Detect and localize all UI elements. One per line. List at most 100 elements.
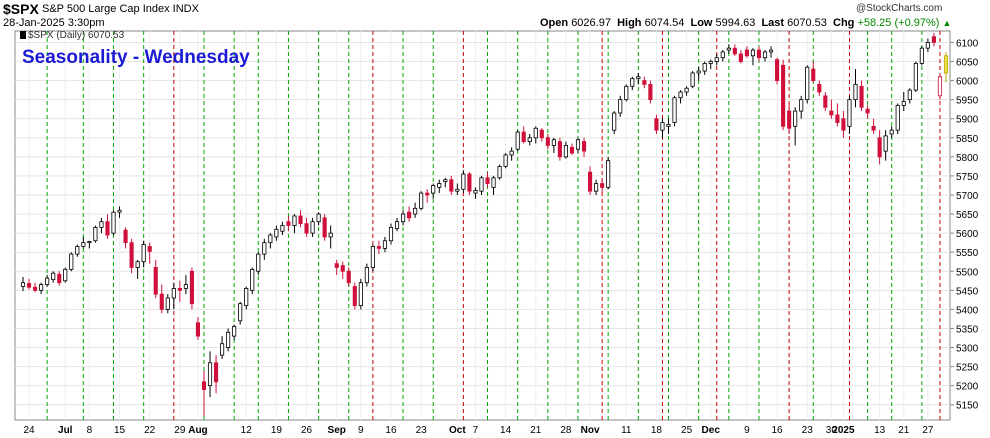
x-tick-label: 30 — [826, 425, 838, 436]
candle-body — [841, 118, 846, 131]
candle-body — [630, 78, 635, 87]
x-tick-label: 29 — [174, 425, 186, 436]
candle-body — [575, 139, 581, 150]
y-tick-label: 6000 — [956, 77, 979, 88]
candle-body — [111, 211, 116, 234]
candle-body — [425, 192, 430, 196]
candle-body — [744, 49, 749, 57]
candle-body — [147, 246, 152, 252]
candle-body — [509, 150, 514, 156]
candle-body — [612, 112, 617, 131]
candle-body — [642, 80, 647, 85]
candle-body — [81, 242, 86, 247]
candle-body — [189, 270, 194, 305]
open-label: Open — [540, 17, 569, 29]
y-tick-label: 5300 — [956, 344, 979, 355]
candle-body — [250, 268, 255, 291]
y-tick-label: 5800 — [956, 153, 979, 164]
candle-body — [316, 213, 321, 223]
x-tick-label: 19 — [271, 425, 283, 436]
candle-body — [153, 267, 158, 295]
candle-body — [702, 63, 707, 72]
candle-body — [913, 63, 918, 91]
candle-body — [437, 183, 442, 188]
candle-body — [328, 232, 333, 238]
chg-label: Chg — [833, 17, 855, 29]
candle-body — [292, 215, 297, 226]
x-tick-label: Jul — [58, 425, 73, 436]
candle-body — [388, 227, 394, 242]
candle-body — [473, 190, 478, 194]
x-tick-label: 21 — [898, 425, 910, 436]
candle-body — [503, 154, 508, 167]
low-value: 5994.63 — [715, 17, 756, 29]
candle-body — [781, 64, 786, 127]
x-tick-label: 14 — [500, 425, 512, 436]
candle-body — [455, 188, 460, 192]
y-tick-label: 5350 — [956, 324, 979, 335]
candle-body — [183, 284, 188, 289]
y-tick-label: 6100 — [956, 38, 979, 49]
candle-body — [177, 288, 182, 291]
high-label: High — [617, 17, 642, 29]
x-tick-label: Dec — [702, 425, 721, 436]
candle-body — [859, 85, 864, 108]
candle-body — [93, 227, 98, 242]
timestamp: 28-Jan-2025 3:30pm — [3, 17, 105, 29]
symbol-description: S&P 500 Large Cap Index INDX — [42, 3, 199, 15]
x-tick-label: 21 — [530, 425, 542, 436]
y-tick-label: 5550 — [956, 248, 979, 259]
candle-body — [678, 91, 683, 99]
x-tick-label: 26 — [301, 425, 313, 436]
candle-body — [835, 114, 840, 123]
candle-body — [238, 303, 243, 322]
high-value: 6074.54 — [644, 17, 685, 29]
candle-body — [310, 221, 315, 234]
candle-body — [624, 85, 629, 101]
candle-body — [654, 118, 659, 131]
candle-body — [232, 326, 237, 337]
candle-body — [762, 51, 768, 59]
candle-body — [521, 131, 526, 142]
candle-body — [732, 47, 737, 55]
candle-body — [274, 228, 279, 238]
candle-body — [407, 211, 412, 219]
candle-body — [563, 145, 568, 158]
x-tick-label: Oct — [449, 425, 466, 436]
candle-body — [244, 288, 249, 306]
ohlc-readout: Open 6026.97 High 6074.54 Low 5994.63 La… — [540, 17, 951, 29]
candle-body — [57, 273, 62, 284]
candle-body — [51, 272, 56, 281]
x-tick-label: 13 — [874, 425, 886, 436]
x-tick-label: Nov — [581, 425, 600, 436]
seasonality-lines — [46, 31, 941, 420]
candle-body — [817, 83, 822, 93]
candle-body — [304, 223, 309, 234]
low-label: Low — [690, 17, 713, 29]
y-tick-label: 5700 — [956, 191, 979, 202]
x-tick-label: 16 — [385, 425, 397, 436]
candle-body — [419, 192, 424, 209]
candle-body — [793, 110, 798, 127]
chart-title: Seasonality - Wednesday — [22, 47, 250, 68]
candle-body — [141, 244, 146, 263]
candle-body — [666, 124, 671, 127]
y-tick-label: 5600 — [956, 229, 979, 240]
candle-body — [485, 177, 490, 184]
candle-body — [352, 286, 357, 306]
candle-body — [889, 129, 894, 135]
candle-body — [901, 101, 906, 106]
candle-body — [865, 108, 870, 114]
legend-swatch-icon — [20, 31, 26, 39]
x-tick-label: 18 — [651, 425, 663, 436]
candle-body — [853, 83, 858, 101]
last-value: 6070.53 — [787, 17, 827, 29]
candle-body — [334, 263, 339, 268]
candle-body — [401, 213, 406, 223]
candle-body — [280, 225, 285, 232]
candle-body — [322, 217, 327, 238]
candle-body — [696, 70, 701, 74]
candle-body — [799, 99, 804, 112]
candle-body — [20, 282, 26, 287]
